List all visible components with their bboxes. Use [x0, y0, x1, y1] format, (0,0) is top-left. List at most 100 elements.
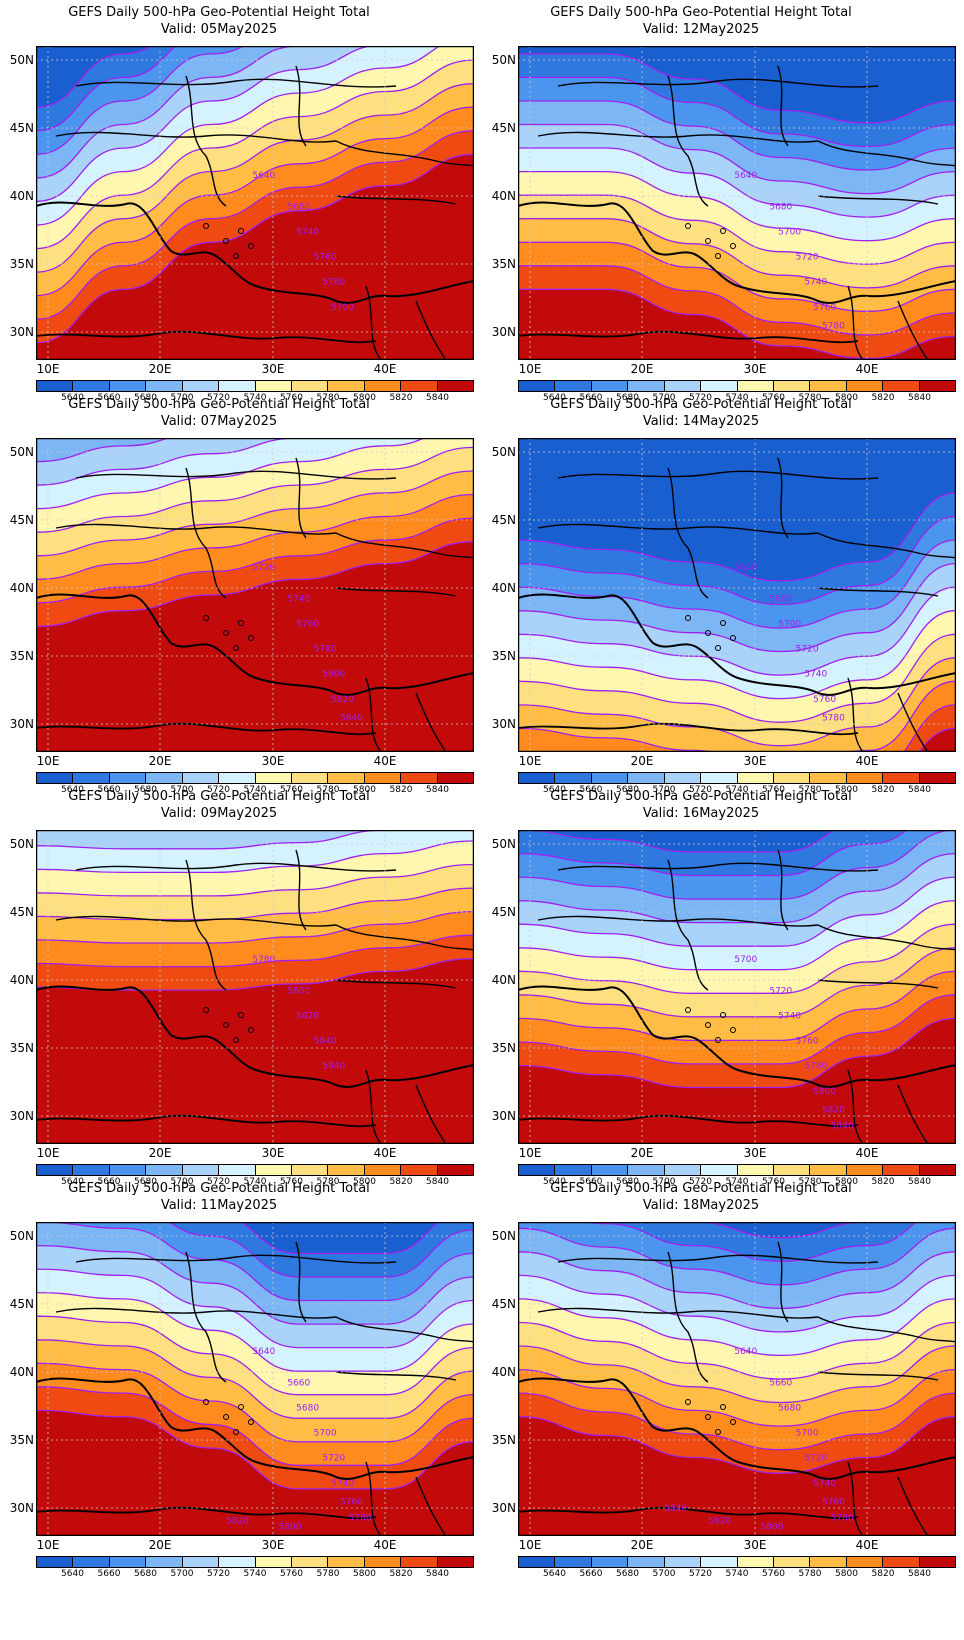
contour-line: [36, 106, 474, 297]
contour-line: [518, 241, 956, 312]
colorbar-swatch: [401, 1165, 438, 1175]
country-border: [295, 1241, 307, 1323]
colorbar-swatch: [73, 1557, 110, 1567]
colorbar-swatch: [883, 381, 920, 391]
island: [203, 223, 209, 229]
country-border: [667, 75, 709, 207]
colorbar-swatch: [437, 1557, 474, 1567]
colorbar-label: 5840: [426, 1177, 449, 1187]
colorbar-swatch: [628, 1557, 665, 1567]
country-border: [185, 1251, 227, 1383]
contour-label: 5720: [322, 1454, 345, 1464]
contour-label: 5640: [734, 1347, 757, 1357]
colorbar-label: 5700: [652, 1569, 676, 1579]
colorbar-label: 5720: [207, 1177, 230, 1187]
contour-label: 5780: [322, 278, 345, 288]
colorbar-label: 5820: [871, 393, 895, 403]
longitude-tick-label: 40E: [855, 1146, 879, 1160]
panel-valid-date: Valid: 12May2025: [642, 22, 760, 37]
coastline: [518, 593, 956, 696]
contour-label: 5800: [761, 1523, 784, 1533]
country-border: [537, 915, 819, 927]
colorbar: [518, 1556, 956, 1568]
colorbar-swatch: [364, 1165, 402, 1175]
height-map: 5640 5680 5700 5720 5740 5760 5780: [518, 46, 956, 360]
colorbar-swatch: [919, 1165, 956, 1175]
colorbar-swatch: [591, 1165, 629, 1175]
contour-line: [518, 1298, 956, 1357]
contour-label: 5780: [252, 955, 275, 965]
colorbar-label: 5720: [689, 785, 712, 795]
colorbar-swatch: [37, 1557, 74, 1567]
contour-label: 5840: [340, 714, 363, 724]
colorbar-swatch: [401, 381, 438, 391]
panel-title: GEFS Daily 500-hPa Geo-Potential Height …: [68, 397, 370, 412]
colorbar-label: 5780: [316, 393, 340, 403]
colorbar-swatch: [146, 381, 183, 391]
colorbar-swatch: [328, 773, 365, 783]
colorbar-swatch: [628, 1165, 665, 1175]
latitude-tick-label: 40N: [491, 189, 516, 203]
contour-line: [518, 994, 956, 1065]
contour-label: 5680: [769, 202, 792, 212]
colorbar-swatch: [401, 1557, 438, 1567]
colorbar-label: 5640: [61, 785, 84, 795]
colorbar-labels: 5640 5660 5680 5700 5720 5740 5760 5780 5800 5820…: [518, 1177, 956, 1189]
country-border: [75, 470, 397, 480]
latitude-tick-label: 35N: [491, 1041, 516, 1055]
country-border: [667, 467, 709, 599]
coastline: [518, 1114, 859, 1128]
colorbar-label: 5640: [543, 393, 566, 403]
colorbar-swatch: [219, 773, 256, 783]
map-panel: GEFS Daily 500-hPa Geo-Potential Height …: [0, 1176, 482, 1586]
island: [705, 630, 711, 636]
colorbar-swatch: [219, 1557, 256, 1567]
contour-line: [518, 76, 956, 148]
panel-valid-date: Valid: 16May2025: [642, 806, 760, 821]
longitude-tick-label: 10E: [36, 754, 60, 768]
longitude-tick-label: 20E: [630, 754, 654, 768]
country-border: [847, 677, 864, 752]
island: [705, 1414, 711, 1420]
latitude-tick-label: 40N: [491, 581, 516, 595]
colorbar-swatch: [37, 773, 74, 783]
contour-line: [36, 1244, 474, 1325]
colorbar-swatch: [109, 773, 147, 783]
latitude-tick-label: 30N: [491, 717, 516, 731]
map-panel: GEFS Daily 500-hPa Geo-Potential Height …: [482, 0, 964, 410]
contour-line: [518, 53, 956, 124]
map-frame: 5640 5680 5700 5720 5740 5760 5780: [518, 438, 956, 752]
contour-label: 5760: [813, 695, 836, 705]
island: [238, 1012, 244, 1018]
colorbar-label: 5820: [389, 785, 413, 795]
colorbar-swatch: [773, 1165, 811, 1175]
contour-line: [36, 1315, 474, 1396]
colorbar-label: 5700: [652, 393, 676, 403]
colorbar-swatch: [701, 1557, 738, 1567]
contour-label: 5780: [349, 1513, 372, 1523]
colorbar-swatch: [401, 773, 438, 783]
height-map: 5640 5680 5740 5760 5780 5700: [36, 46, 474, 360]
colorbar-labels: 5640 5660 5680 5700 5720 5740 5760 5780 5800 5820…: [36, 393, 474, 405]
contour-label: 5740: [813, 1479, 836, 1489]
island: [238, 1404, 244, 1410]
colorbar-label: 5720: [689, 1177, 712, 1187]
contour-label: 5800: [813, 1087, 836, 1097]
contour-line: [518, 170, 956, 242]
colorbar-swatch: [846, 1557, 884, 1567]
coastline: [518, 201, 956, 304]
longitude-tick-label: 40E: [855, 362, 879, 376]
longitude-tick-label: 30E: [261, 754, 285, 768]
colorbar-swatch: [701, 1165, 738, 1175]
contour-label: 5740: [804, 670, 827, 680]
colorbar-label: 5680: [616, 1177, 639, 1187]
island: [685, 615, 691, 621]
country-border: [557, 862, 879, 872]
country-border: [817, 924, 956, 951]
longitude-tick-label: 40E: [855, 1538, 879, 1552]
country-border: [897, 300, 929, 360]
colorbar-label: 5660: [97, 1177, 121, 1187]
country-border: [55, 523, 337, 535]
island: [720, 1404, 726, 1410]
coastline: [36, 1506, 377, 1520]
